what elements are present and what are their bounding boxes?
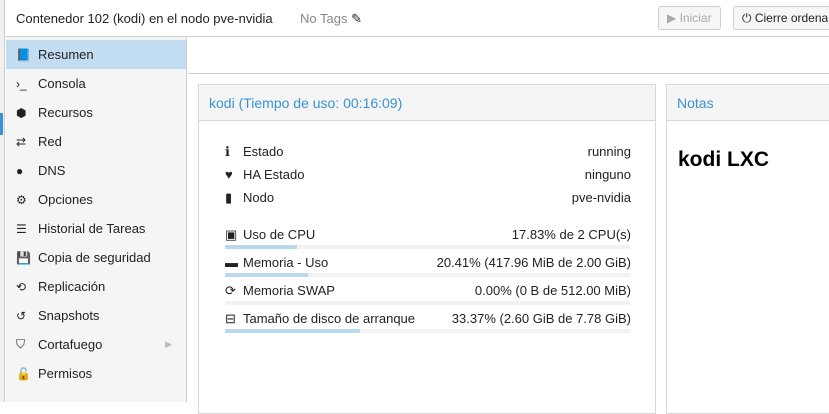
sidebar-item-label: Resumen xyxy=(38,47,94,62)
sidebar-item-resumen[interactable]: 📘 Resumen xyxy=(6,40,186,69)
info-label: Estado xyxy=(243,144,284,159)
page-title: Contenedor 102 (kodi) en el nodo pve-nvi… xyxy=(16,11,273,26)
sidebar-item-label: Consola xyxy=(38,76,86,91)
usage-progress-fill xyxy=(225,329,361,333)
start-button[interactable]: ▶ Iniciar xyxy=(658,6,721,30)
notes-panel-title: Notas xyxy=(667,85,829,121)
sidebar-item-label: Copia de seguridad xyxy=(38,250,151,265)
retweet-icon: ⟲ xyxy=(16,279,27,294)
sidebar-item-copia-de-seguridad[interactable]: 💾 Copia de seguridad xyxy=(6,243,186,272)
history-icon: ↺ xyxy=(16,308,27,323)
list-icon: ☰ xyxy=(16,221,27,236)
info-row: ▮ Nodo pve-nvidia xyxy=(225,190,631,206)
usage-label: Memoria SWAP xyxy=(243,283,335,298)
globe-icon: ● xyxy=(16,163,24,178)
start-label: Iniciar xyxy=(679,11,712,25)
sidebar-item-opciones[interactable]: ⚙ Opciones xyxy=(6,185,186,214)
hdd-icon: ⊟ xyxy=(225,311,236,326)
usage-progress-bar xyxy=(225,329,630,333)
sidebar-item-label: Opciones xyxy=(38,192,93,207)
usage-row: ⊟ Tamaño de disco de arranque 33.37% (2.60… xyxy=(225,311,631,327)
info-value: pve-nvidia xyxy=(571,190,631,205)
terminal-icon: ›_ xyxy=(16,76,27,91)
play-icon: ▶ xyxy=(667,11,680,25)
floppy-icon: 💾 xyxy=(16,250,31,265)
notes-panel: Notas kodi LXC xyxy=(666,84,829,414)
sidebar-item-replicaci-n[interactable]: ⟲ Replicación xyxy=(6,272,186,301)
status-panel: kodi (Tiempo de uso: 00:16:09) ℹ Estado ru… xyxy=(198,84,656,414)
shutdown-label: Cierre ordena xyxy=(754,11,829,25)
tags-label: No Tags xyxy=(300,11,348,26)
swap-icon: ⟳ xyxy=(225,283,236,298)
usage-row: ▣ Uso de CPU 17.83% de 2 CPU(s) xyxy=(225,227,631,243)
left-edge xyxy=(0,0,5,402)
power-icon: ⏻ xyxy=(742,11,755,25)
cpu-icon: ▣ xyxy=(225,227,238,242)
exchange-icon: ⇄ xyxy=(16,134,27,149)
sidebar-item-historial-de-tareas[interactable]: ☰ Historial de Tareas xyxy=(6,214,186,243)
info-value: ninguno xyxy=(584,167,631,182)
sidebar-item-label: DNS xyxy=(38,163,66,178)
expand-arrow-icon[interactable]: ▶ xyxy=(165,339,172,349)
heartbeat-icon: ♥ xyxy=(225,167,233,182)
sidebar: 📘 Resumen ›_ Consola ⬢ Recursos ⇄ Red ● DNS ⚙ Opcio… xyxy=(6,37,187,402)
sidebar-item-dns[interactable]: ● DNS xyxy=(6,156,186,185)
usage-row: ▬ Memoria - Uso 20.41% (417.96 MiB de 2.00… xyxy=(225,255,631,270)
sidebar-item-consola[interactable]: ›_ Consola xyxy=(6,69,186,98)
pencil-icon[interactable]: ✎ xyxy=(347,11,362,26)
usage-progress-bar xyxy=(225,301,630,305)
usage-progress-fill xyxy=(225,245,298,249)
sidebar-item-label: Replicación xyxy=(38,279,106,294)
status-panel-title: kodi (Tiempo de uso: 00:16:09) xyxy=(199,85,655,121)
usage-progress-bar xyxy=(225,245,630,249)
usage-value: 33.37% (2.60 GiB de 7.78 GiB) xyxy=(451,311,631,326)
edge-marker xyxy=(0,113,3,135)
info-label: Nodo xyxy=(243,190,275,205)
info-row: ♥ HA Estado ninguno xyxy=(225,167,631,182)
sidebar-item-label: Cortafuego xyxy=(38,337,103,352)
unlock-icon: 🔓 xyxy=(16,366,31,381)
usage-value: 17.83% de 2 CPU(s) xyxy=(511,227,631,242)
info-value: running xyxy=(587,144,631,159)
sidebar-item-recursos[interactable]: ⬢ Recursos xyxy=(6,98,186,127)
cube-icon: ⬢ xyxy=(16,105,27,120)
memory-icon: ▬ xyxy=(225,255,238,270)
sidebar-item-label: Historial de Tareas xyxy=(38,221,146,236)
tags[interactable]: No Tags ✎ xyxy=(300,11,362,27)
shield-icon: ⛉ xyxy=(16,337,26,351)
sidebar-item-snapshots[interactable]: ↺ Snapshots xyxy=(6,301,186,330)
book-icon: 📘 xyxy=(16,47,31,62)
sidebar-item-label: Permisos xyxy=(38,366,93,381)
info-icon: ℹ xyxy=(225,144,230,159)
usage-value: 0.00% (0 B de 512.00 MiB) xyxy=(474,283,631,298)
info-label: HA Estado xyxy=(243,167,305,182)
usage-progress-bar xyxy=(225,273,630,277)
usage-label: Tamaño de disco de arranque xyxy=(243,311,416,326)
header: Contenedor 102 (kodi) en el nodo pve-nvi… xyxy=(6,0,829,37)
server-icon: ▮ xyxy=(225,190,233,205)
sidebar-item-permisos[interactable]: 🔓 Permisos xyxy=(6,359,186,388)
sidebar-item-label: Recursos xyxy=(38,105,93,120)
shutdown-button[interactable]: ⏻ Cierre ordena xyxy=(733,6,829,30)
toolbar xyxy=(188,37,829,74)
usage-label: Uso de CPU xyxy=(243,227,316,242)
usage-label: Memoria - Uso xyxy=(243,255,329,270)
sidebar-item-label: Snapshots xyxy=(38,308,100,323)
usage-row: ⟳ Memoria SWAP 0.00% (0 B de 512.00 MiB) xyxy=(225,283,631,299)
sidebar-item-red[interactable]: ⇄ Red xyxy=(6,127,186,156)
notes-content: kodi LXC xyxy=(678,148,770,171)
usage-value: 20.41% (417.96 MiB de 2.00 GiB) xyxy=(436,255,631,270)
info-row: ℹ Estado running xyxy=(225,144,631,160)
sidebar-item-label: Red xyxy=(38,134,62,149)
gear-icon: ⚙ xyxy=(16,192,27,207)
usage-progress-fill xyxy=(225,273,308,277)
sidebar-item-cortafuego[interactable]: ⛉ Cortafuego ▶ xyxy=(6,330,186,359)
